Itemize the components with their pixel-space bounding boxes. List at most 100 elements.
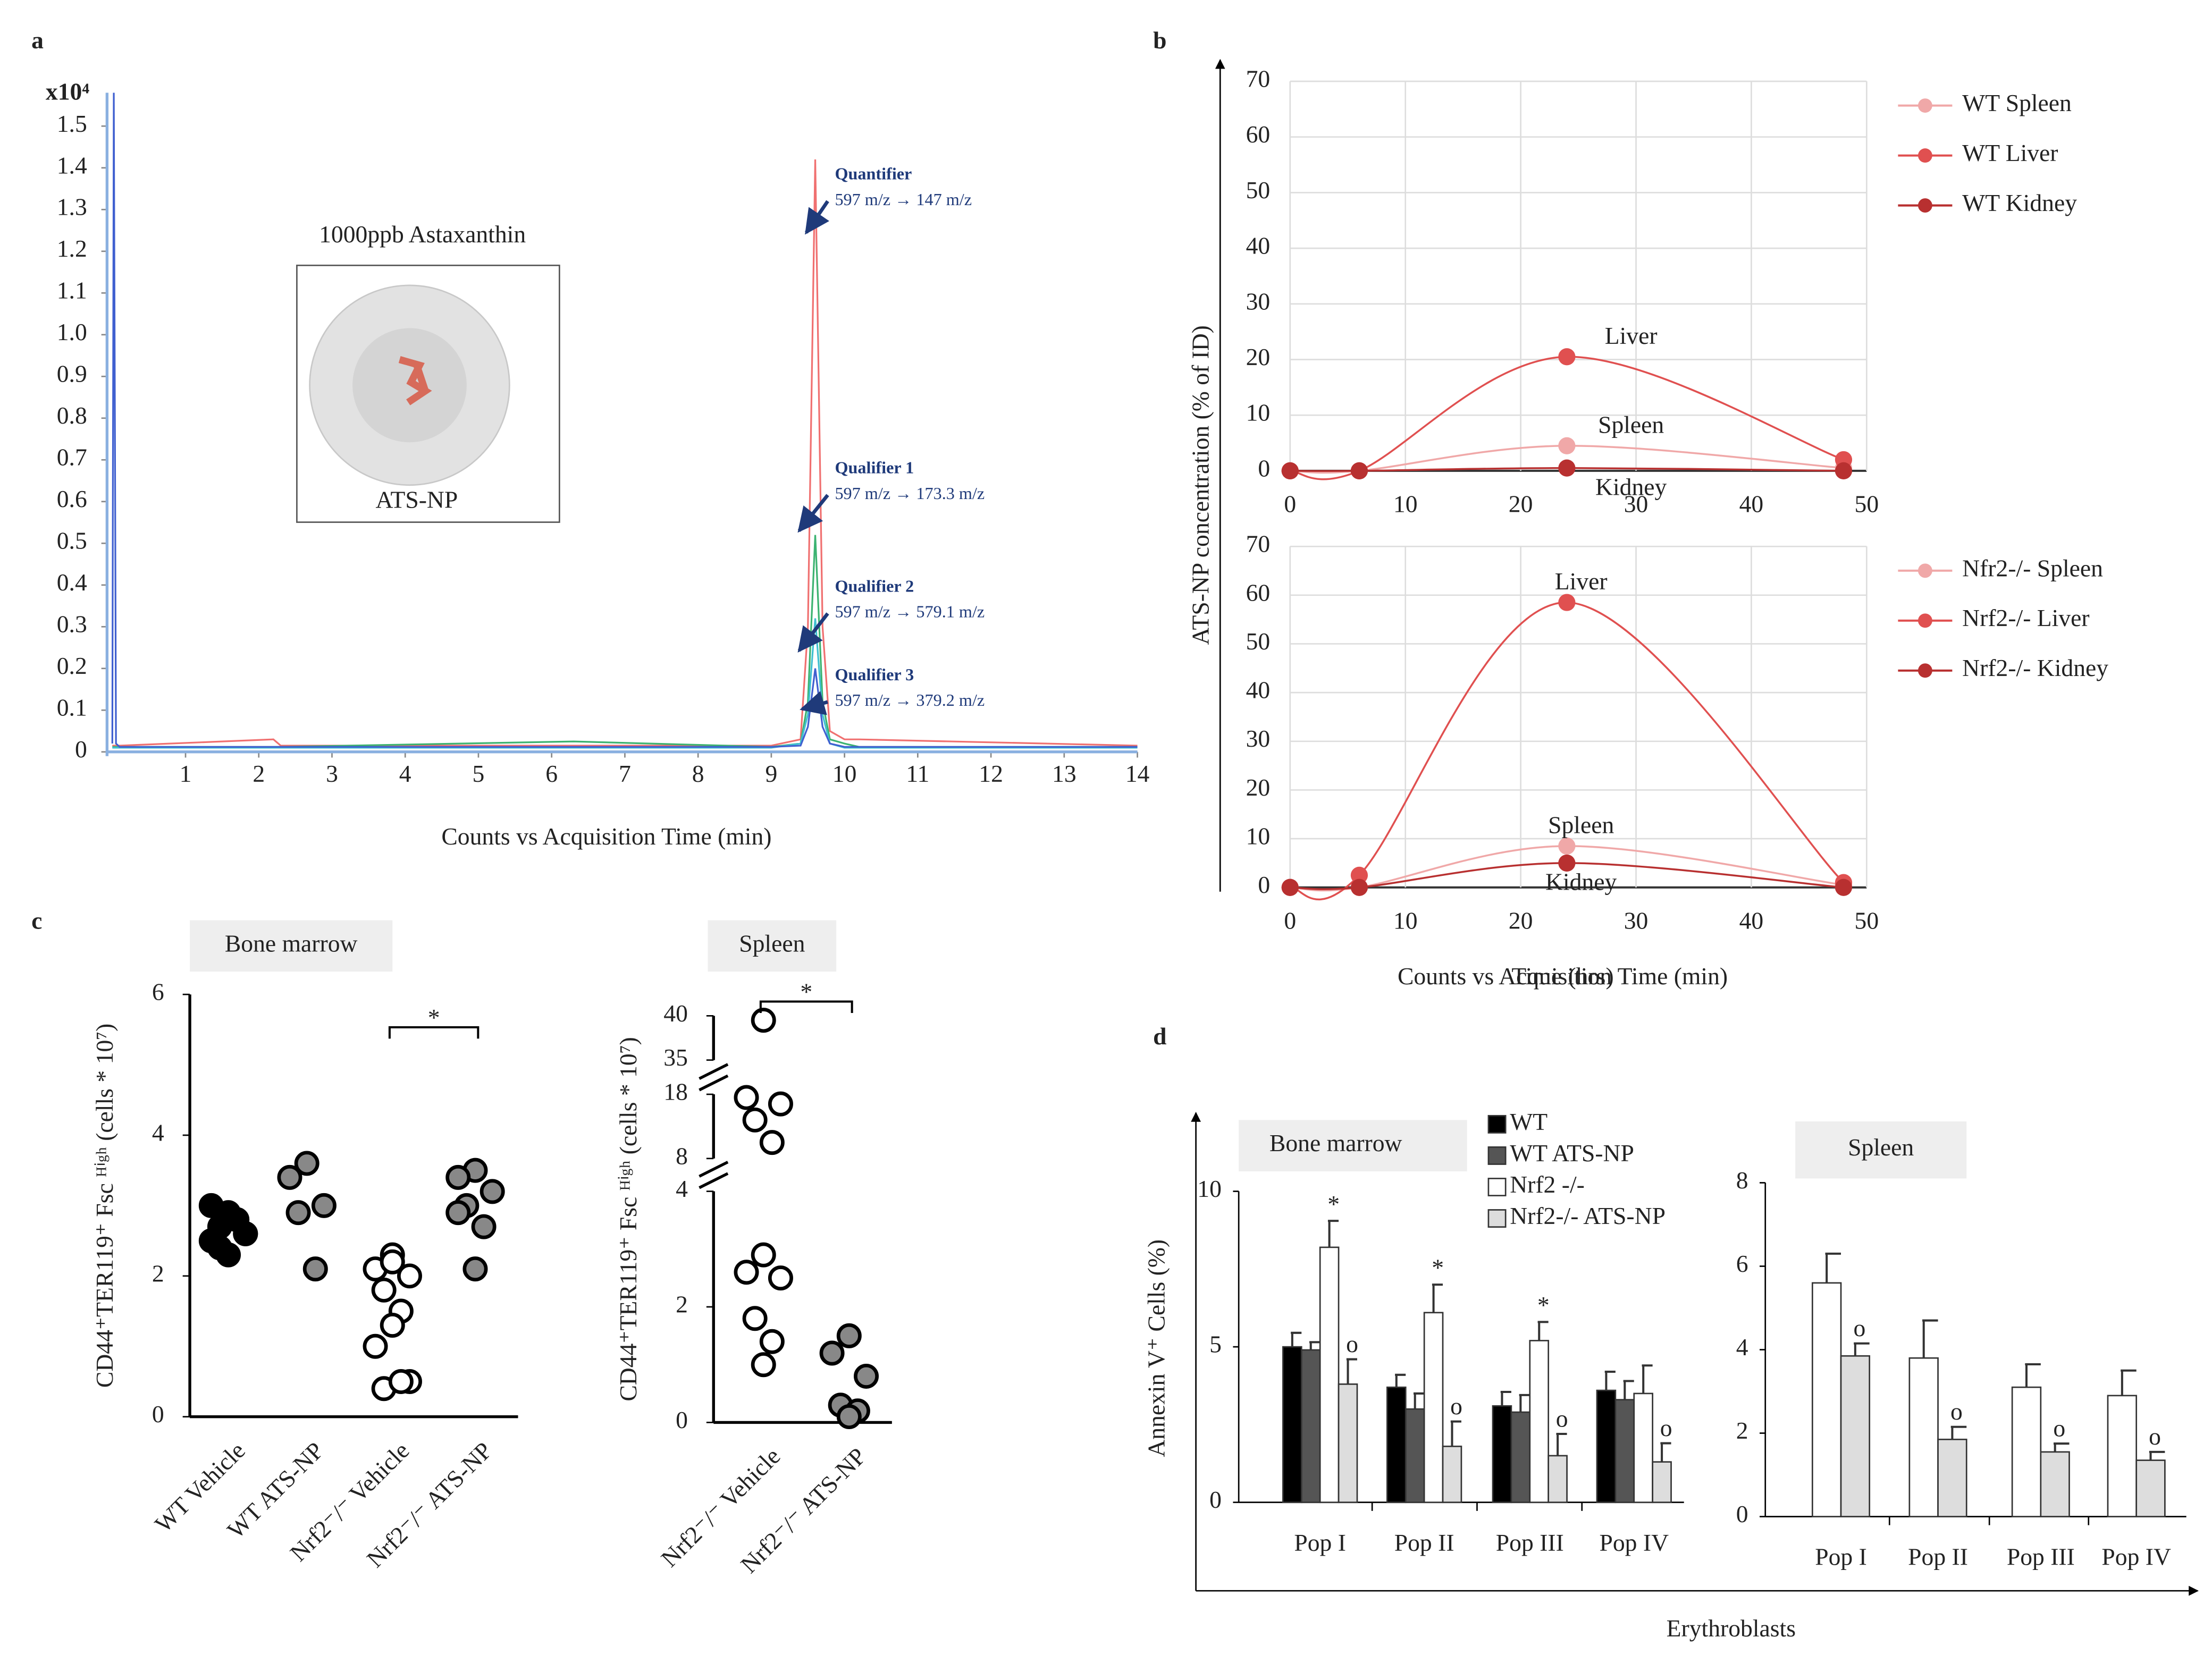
legend-label: WT Liver <box>1962 139 2058 166</box>
title-box <box>1239 1120 1467 1171</box>
point <box>1350 866 1368 884</box>
dot <box>759 1130 785 1155</box>
y-tick-label: 8 <box>676 1142 688 1169</box>
y-tick-label: 35 <box>663 1044 688 1071</box>
y-tick-label: 50 <box>1246 176 1271 204</box>
legend-label: Nrf2-/- ATS-NP <box>1510 1202 1666 1229</box>
x-tick-label: 12 <box>979 760 1003 787</box>
x-tick-label: 2 <box>253 760 265 787</box>
annotation-title: Quantifier <box>835 164 912 183</box>
significance-mark: o <box>1950 1398 1963 1425</box>
point-label: Kidney <box>1545 868 1617 896</box>
error-bar <box>1500 1390 1511 1406</box>
bar <box>1840 1355 1871 1517</box>
point <box>1835 462 1853 479</box>
error-bar <box>1825 1252 1841 1283</box>
y-tick-label: 0 <box>75 736 87 763</box>
bar <box>1529 1340 1550 1504</box>
y-tick-label: 8 <box>1736 1167 1748 1194</box>
panel-letter: a <box>31 27 44 54</box>
series-line <box>1290 601 1845 901</box>
legend-label: Nrf2 -/- <box>1510 1171 1585 1198</box>
significance-mark: * <box>1537 1291 1550 1319</box>
panel-letter: c <box>31 907 42 934</box>
y-tick-label: 2 <box>1736 1417 1748 1444</box>
error-bar <box>1395 1373 1406 1388</box>
y-tick-label: 10 <box>1246 399 1271 426</box>
error-bar <box>1623 1380 1634 1400</box>
dot <box>380 1249 405 1274</box>
dot <box>445 1200 471 1226</box>
significance-mark: o <box>2053 1415 2065 1442</box>
bar <box>2040 1451 2070 1517</box>
bar <box>2107 1395 2138 1517</box>
dot <box>285 1200 311 1226</box>
x-tick-label: Pop III <box>1496 1529 1564 1556</box>
bar <box>1937 1438 1967 1517</box>
annotation-arrow <box>797 612 829 653</box>
dot <box>751 1008 776 1033</box>
legend-label: Nrf2-/- Liver <box>1962 604 2089 631</box>
legend-label: Nfr2-/- Spleen <box>1962 554 2103 581</box>
x-tick-label: 13 <box>1052 760 1076 787</box>
legend-label: WT ATS-NP <box>1510 1139 1634 1167</box>
dot <box>751 1242 776 1268</box>
x-tick-label: Pop IV <box>2101 1543 2171 1570</box>
dot <box>734 1260 759 1285</box>
significance-mark: o <box>1854 1314 1866 1341</box>
dot <box>207 1235 232 1261</box>
x-axis-label: Erythroblasts <box>1667 1615 1796 1642</box>
error-bar <box>2053 1442 2070 1452</box>
significance-mark: o <box>1660 1414 1672 1441</box>
bar <box>1282 1346 1302 1504</box>
y-tick-label: 0.1 <box>57 694 87 721</box>
point-label: Kidney <box>1595 473 1667 500</box>
significance-mark: o <box>1556 1405 1568 1432</box>
bar <box>1492 1405 1512 1504</box>
point <box>1558 348 1576 366</box>
y-tick-label: 40 <box>663 1000 688 1027</box>
x-tick-label: 50 <box>1855 490 1879 517</box>
y-tick-label: 0.4 <box>57 569 87 596</box>
bar <box>1811 1282 1842 1517</box>
x-tick-label: 5 <box>473 760 485 787</box>
x-tick-label: 30 <box>1624 490 1649 517</box>
panel-letter: b <box>1153 27 1166 54</box>
x-tick-label: 10 <box>1393 490 1418 517</box>
y-tick-label: 4 <box>676 1175 688 1202</box>
y-tick-label: 20 <box>1246 774 1271 801</box>
bar <box>1338 1383 1358 1504</box>
legend-label: WT Spleen <box>1962 89 2072 116</box>
inset-title: 1000ppb Astaxanthin <box>319 221 526 248</box>
y-tick-label: 10 <box>1197 1175 1222 1202</box>
y-tick-label: 40 <box>1246 677 1271 704</box>
annotation-arrow <box>797 494 829 533</box>
y-axis-label: ATS-NP concentration (% of ID) <box>1187 325 1214 645</box>
annotation-arrow <box>804 200 829 235</box>
x-tick-label: 9 <box>765 760 777 787</box>
legend-dot <box>1917 613 1932 628</box>
y-tick-label: 1.2 <box>57 235 87 262</box>
legend-dot <box>1917 663 1932 678</box>
y-tick-label: 70 <box>1246 530 1271 558</box>
bar <box>1300 1349 1321 1504</box>
error-bar <box>1642 1364 1653 1394</box>
bar <box>1547 1455 1568 1504</box>
y-axis-label: Annexin V⁺ Cells (%) <box>1142 1239 1170 1457</box>
bar <box>1386 1386 1407 1504</box>
dot <box>751 1352 776 1378</box>
dot <box>294 1151 319 1176</box>
axis-break <box>699 1063 729 1080</box>
bar <box>2011 1386 2042 1517</box>
x-tick-label: 14 <box>1125 760 1150 787</box>
dot <box>768 1265 793 1291</box>
dot <box>363 1333 388 1359</box>
y-tick-label: 4 <box>152 1119 164 1146</box>
y-tick-label: 6 <box>152 978 164 1006</box>
legend-label: WT <box>1510 1108 1547 1135</box>
x-tick-label: Pop IV <box>1599 1529 1669 1556</box>
legend-label: Nrf2-/- Kidney <box>1962 654 2108 681</box>
title-box <box>1795 1121 1967 1179</box>
y-tick-label: 60 <box>1246 121 1271 148</box>
x-tick-label: 40 <box>1739 907 1764 934</box>
